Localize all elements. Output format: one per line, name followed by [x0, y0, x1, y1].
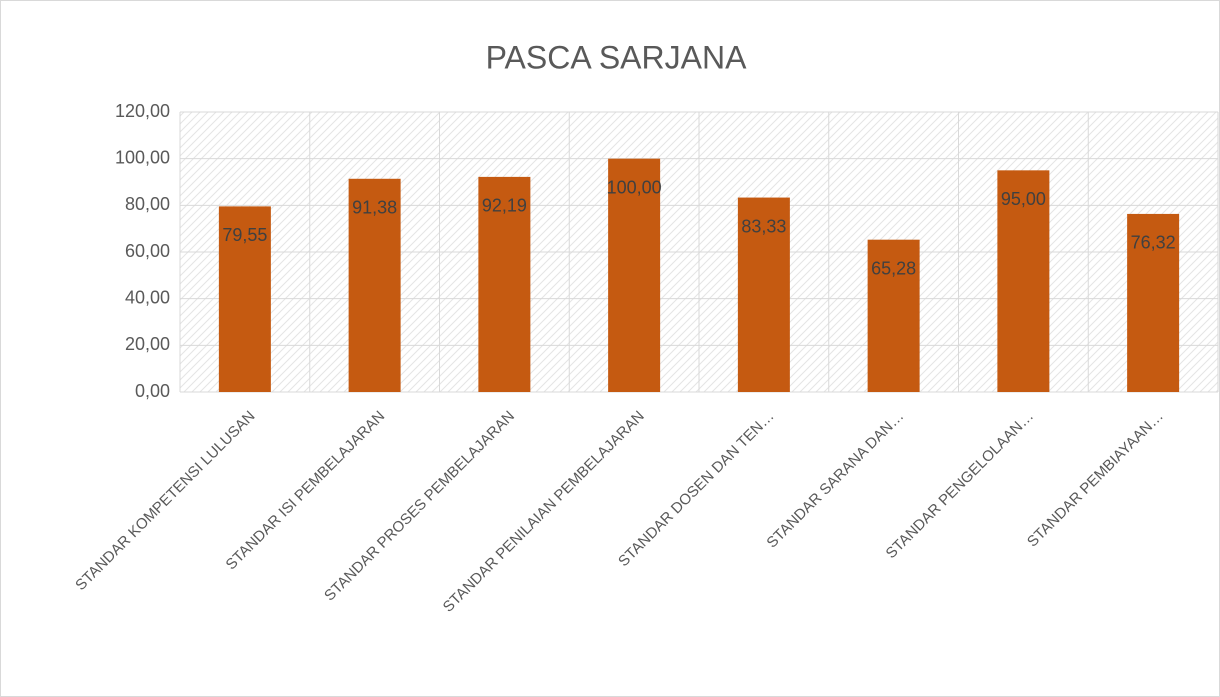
- data-label: 92,19: [482, 196, 527, 216]
- y-tick-label: 120,00: [115, 101, 170, 121]
- y-tick-label: 40,00: [125, 287, 170, 307]
- chart-title: PASCA SARJANA: [486, 39, 747, 75]
- y-tick-label: 80,00: [125, 194, 170, 214]
- y-tick-label: 100,00: [115, 147, 170, 167]
- y-tick-label: 60,00: [125, 241, 170, 261]
- data-label: 95,00: [1001, 189, 1046, 209]
- y-tick-label: 0,00: [135, 381, 170, 401]
- bar: [1127, 213, 1180, 392]
- bar: [218, 206, 271, 392]
- bar: [737, 197, 790, 392]
- data-label: 76,32: [1131, 233, 1176, 253]
- data-label: 91,38: [352, 198, 397, 218]
- data-label: 83,33: [741, 216, 786, 236]
- data-label: 100,00: [607, 177, 662, 197]
- y-tick-label: 20,00: [125, 334, 170, 354]
- bar: [997, 170, 1050, 392]
- bar: [478, 176, 531, 392]
- bar: [608, 158, 661, 392]
- data-label: 65,28: [871, 258, 916, 278]
- bar: [348, 178, 401, 392]
- bar: [867, 239, 920, 392]
- data-label: 79,55: [222, 225, 267, 245]
